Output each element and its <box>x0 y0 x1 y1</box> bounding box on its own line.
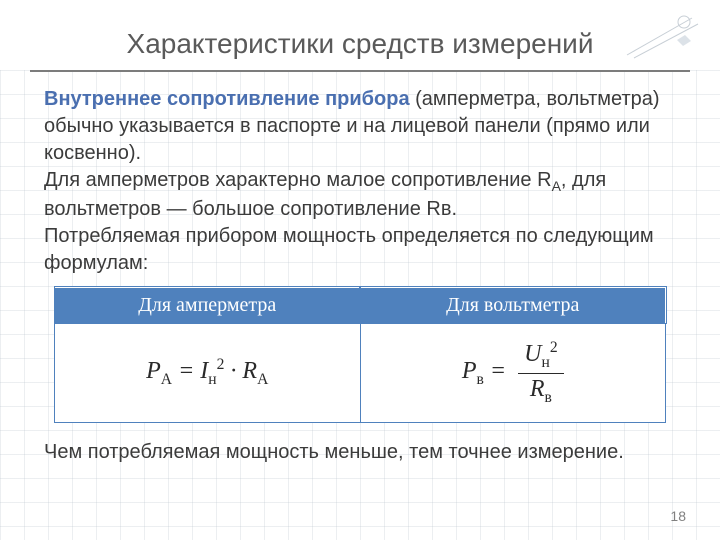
amm-R: R <box>242 358 257 384</box>
formula-ammeter: PA = Iн2 · RA <box>146 356 268 389</box>
amm-P: P <box>146 358 161 384</box>
para3: Потребляемая прибором мощность определяе… <box>44 225 654 274</box>
volt-fraction: Uн2 Rв <box>518 339 564 406</box>
para2-pre: Для амперметров характерно малое сопроти… <box>44 169 552 191</box>
volt-P-sub: в <box>477 371 484 388</box>
table-formula-row: PA = Iн2 · RA Pв = Uн2 Rв <box>55 323 666 422</box>
lead-term: Внутреннее сопротивление прибора <box>44 88 410 110</box>
volt-denominator: Rв <box>518 374 564 406</box>
cell-voltmeter-formula: Pв = Uн2 Rв <box>360 323 666 422</box>
amm-R-sub: A <box>257 371 268 388</box>
volt-R-sub: в <box>545 389 552 406</box>
cell-ammeter-formula: PA = Iн2 · RA <box>55 323 361 422</box>
body-text: Внутреннее сопротивление прибора (амперм… <box>0 86 720 277</box>
volt-eq: = <box>484 358 512 384</box>
volt-numerator: Uн2 <box>518 339 564 374</box>
slide: Характеристики средств измерений Внутрен… <box>0 0 720 540</box>
formula-voltmeter: Pв = Uн2 Rв <box>462 339 564 406</box>
title-divider <box>30 70 690 72</box>
volt-R: R <box>530 376 545 402</box>
volt-U-sub: н <box>541 354 549 371</box>
header-ammeter: Для амперметра <box>55 287 361 323</box>
volt-P: P <box>462 358 477 384</box>
amm-I-sub: н <box>208 371 216 388</box>
formula-table: Для амперметра Для вольтметра PA = Iн2 ·… <box>54 287 666 423</box>
corner-decoration <box>622 10 702 60</box>
slide-title: Характеристики средств измерений <box>0 0 720 70</box>
table-header-row: Для амперметра Для вольтметра <box>55 287 666 323</box>
amm-P-sub: A <box>161 371 172 388</box>
volt-U: U <box>524 341 541 367</box>
header-voltmeter: Для вольтметра <box>360 287 666 323</box>
para2-subscript: А <box>552 178 561 194</box>
volt-U-sup: 2 <box>550 339 558 356</box>
footnote: Чем потребляемая мощность меньше, тем то… <box>0 433 720 466</box>
amm-dot: · <box>224 358 242 384</box>
formula-table-wrap: Для амперметра Для вольтметра PA = Iн2 ·… <box>54 287 666 423</box>
page-number: 18 <box>670 508 686 524</box>
amm-eq: = <box>172 358 200 384</box>
